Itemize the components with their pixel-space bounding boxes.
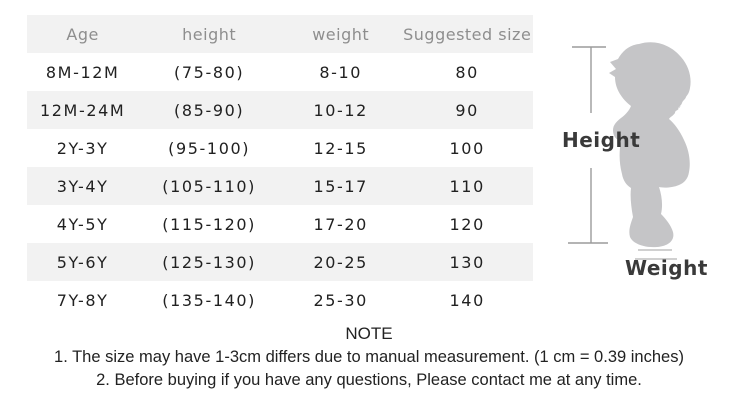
height-cell: (105-110) [162, 176, 257, 196]
size-cell: 130 [449, 252, 485, 272]
note-line-2: 2. Before buying if you have any questio… [96, 371, 642, 389]
weight-cell: 8-10 [319, 62, 363, 82]
weight-label: Weight [625, 256, 708, 280]
column-header-height: height [182, 24, 237, 44]
table-row: 12M-24M (85-90) 10-12 90 [27, 91, 533, 129]
column-header-weight: weight [312, 24, 370, 44]
column-header-age: Age [66, 24, 99, 44]
age-cell: 4Y-5Y [56, 214, 109, 234]
table-row: 8M-12M (75-80) 8-10 80 [27, 53, 533, 91]
size-cell: 80 [455, 62, 479, 82]
size-cell: 90 [455, 100, 479, 120]
table-row: 3Y-4Y (105-110) 15-17 110 [27, 167, 533, 205]
height-cell: (135-140) [162, 290, 257, 310]
height-cell: (115-120) [162, 214, 257, 234]
weight-cell: 25-30 [313, 290, 368, 310]
measurement-figure: Height Weight [555, 0, 738, 300]
age-cell: 3Y-4Y [56, 176, 109, 196]
size-cell: 120 [449, 214, 485, 234]
age-cell: 8M-12M [45, 62, 120, 82]
height-measure-line [568, 46, 608, 244]
weight-cell: 17-20 [313, 214, 368, 234]
note-section: NOTE 1. The size may have 1-3cm differs … [0, 321, 738, 392]
size-table: Age height weight Suggested size 8M-12M … [27, 15, 533, 319]
table-row: 7Y-8Y (135-140) 25-30 140 [27, 281, 533, 319]
table-row: 4Y-5Y (115-120) 17-20 120 [27, 205, 533, 243]
weight-cell: 12-15 [313, 138, 368, 158]
weight-underline [635, 249, 677, 260]
size-cell: 110 [449, 176, 485, 196]
weight-cell: 20-25 [313, 252, 368, 272]
size-cell: 140 [449, 290, 485, 310]
age-cell: 5Y-6Y [56, 252, 109, 272]
note-line-1: 1. The size may have 1-3cm differs due t… [54, 348, 684, 366]
height-cell: (125-130) [162, 252, 257, 272]
age-cell: 2Y-3Y [56, 138, 109, 158]
height-cell: (75-80) [174, 62, 245, 82]
height-cell: (95-100) [168, 138, 251, 158]
table-row: 2Y-3Y (95-100) 12-15 100 [27, 129, 533, 167]
weight-cell: 15-17 [313, 176, 368, 196]
column-header-suggested-size: Suggested size [403, 24, 532, 44]
note-title: NOTE [345, 324, 393, 343]
height-cell: (85-90) [174, 100, 245, 120]
age-cell: 12M-24M [40, 100, 126, 120]
weight-cell: 10-12 [313, 100, 368, 120]
figure-graphic [568, 42, 691, 260]
table-header-row: Age height weight Suggested size [27, 15, 533, 53]
size-cell: 100 [449, 138, 485, 158]
age-cell: 7Y-8Y [56, 290, 109, 310]
child-silhouette-icon [609, 42, 691, 248]
table-row: 5Y-6Y (125-130) 20-25 130 [27, 243, 533, 281]
height-label: Height [562, 128, 641, 152]
